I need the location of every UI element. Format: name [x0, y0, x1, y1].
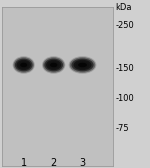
Ellipse shape	[20, 63, 27, 67]
Text: -75: -75	[116, 124, 129, 133]
Text: -150: -150	[116, 64, 134, 73]
Ellipse shape	[46, 60, 61, 70]
Ellipse shape	[14, 57, 34, 73]
Text: 3: 3	[80, 158, 86, 167]
Text: 1: 1	[21, 158, 27, 167]
Text: -100: -100	[116, 94, 134, 103]
Ellipse shape	[48, 61, 59, 69]
Ellipse shape	[69, 56, 96, 74]
Ellipse shape	[42, 56, 65, 74]
Ellipse shape	[78, 63, 87, 67]
Ellipse shape	[70, 57, 95, 73]
Ellipse shape	[71, 58, 94, 71]
Ellipse shape	[43, 57, 64, 73]
Text: 2: 2	[51, 158, 57, 167]
Ellipse shape	[15, 58, 33, 71]
Ellipse shape	[76, 61, 89, 69]
Text: -250: -250	[116, 20, 134, 30]
Ellipse shape	[16, 60, 31, 70]
Text: kDa: kDa	[116, 3, 132, 12]
Ellipse shape	[44, 58, 63, 71]
Ellipse shape	[74, 60, 92, 70]
Ellipse shape	[18, 61, 29, 69]
Ellipse shape	[13, 56, 35, 74]
Ellipse shape	[50, 63, 57, 67]
